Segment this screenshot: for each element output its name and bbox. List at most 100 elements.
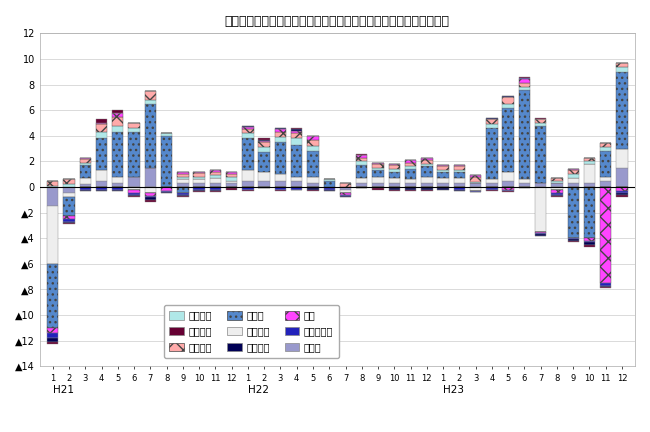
- Bar: [47, 333, 58, 338]
- Bar: [372, 187, 384, 188]
- Bar: [535, 187, 547, 232]
- Bar: [194, 183, 205, 187]
- Bar: [226, 174, 237, 177]
- Bar: [519, 187, 530, 188]
- Bar: [600, 177, 612, 181]
- Bar: [372, 188, 384, 190]
- Bar: [389, 187, 400, 188]
- Bar: [356, 178, 367, 183]
- Bar: [340, 183, 351, 187]
- Bar: [405, 179, 416, 183]
- Bar: [291, 145, 302, 177]
- Bar: [454, 166, 465, 170]
- Bar: [551, 178, 563, 181]
- Bar: [129, 128, 140, 132]
- Bar: [372, 168, 384, 170]
- Bar: [145, 168, 156, 187]
- Bar: [63, 197, 75, 216]
- Bar: [470, 175, 481, 177]
- Bar: [145, 194, 156, 196]
- Bar: [389, 188, 400, 190]
- Bar: [502, 104, 514, 108]
- Bar: [519, 183, 530, 187]
- Bar: [584, 162, 595, 164]
- Bar: [421, 166, 432, 177]
- Bar: [389, 169, 400, 172]
- Bar: [486, 119, 497, 124]
- Bar: [242, 127, 254, 129]
- Bar: [47, 342, 58, 344]
- Bar: [259, 138, 270, 140]
- Bar: [112, 113, 124, 117]
- Bar: [96, 181, 107, 187]
- Bar: [519, 179, 530, 183]
- Bar: [519, 87, 530, 90]
- Bar: [194, 191, 205, 192]
- Bar: [584, 242, 595, 245]
- Bar: [242, 138, 254, 170]
- Bar: [372, 164, 384, 168]
- Bar: [324, 190, 335, 191]
- Bar: [79, 165, 91, 178]
- Bar: [405, 169, 416, 179]
- Bar: [584, 164, 595, 183]
- Bar: [112, 126, 124, 132]
- Bar: [242, 170, 254, 181]
- Bar: [259, 152, 270, 172]
- Bar: [291, 133, 302, 138]
- Bar: [567, 187, 579, 238]
- Bar: [535, 234, 547, 235]
- Bar: [96, 124, 107, 132]
- Bar: [324, 181, 335, 187]
- Bar: [194, 179, 205, 183]
- Bar: [129, 177, 140, 187]
- Text: H22: H22: [248, 385, 269, 395]
- Bar: [535, 123, 547, 126]
- Bar: [356, 165, 367, 178]
- Bar: [291, 138, 302, 145]
- Bar: [535, 119, 547, 123]
- Bar: [535, 126, 547, 183]
- Bar: [600, 286, 612, 287]
- Bar: [454, 190, 465, 191]
- Bar: [470, 187, 481, 191]
- Bar: [96, 123, 107, 124]
- Bar: [567, 183, 579, 187]
- Bar: [567, 241, 579, 242]
- Bar: [372, 170, 384, 177]
- Bar: [177, 174, 188, 177]
- Bar: [161, 187, 172, 191]
- Bar: [161, 192, 172, 194]
- Bar: [129, 196, 140, 197]
- Bar: [79, 187, 91, 190]
- Bar: [63, 179, 75, 184]
- Bar: [340, 190, 351, 194]
- Bar: [210, 178, 221, 183]
- Bar: [129, 194, 140, 195]
- Bar: [275, 190, 286, 191]
- Bar: [324, 179, 335, 181]
- Bar: [389, 165, 400, 169]
- Bar: [96, 119, 107, 123]
- Bar: [567, 169, 579, 170]
- Bar: [405, 183, 416, 187]
- Bar: [454, 187, 465, 190]
- Bar: [194, 177, 205, 179]
- Bar: [96, 138, 107, 170]
- Bar: [502, 190, 514, 191]
- Bar: [145, 196, 156, 197]
- Bar: [63, 223, 75, 224]
- Bar: [210, 170, 221, 172]
- Bar: [567, 178, 579, 183]
- Bar: [551, 183, 563, 187]
- Bar: [291, 177, 302, 181]
- Bar: [372, 183, 384, 187]
- Bar: [275, 187, 286, 190]
- Bar: [47, 187, 58, 206]
- Bar: [372, 177, 384, 183]
- Bar: [259, 147, 270, 152]
- Bar: [291, 129, 302, 130]
- Bar: [96, 170, 107, 181]
- Bar: [356, 162, 367, 165]
- Bar: [584, 187, 595, 238]
